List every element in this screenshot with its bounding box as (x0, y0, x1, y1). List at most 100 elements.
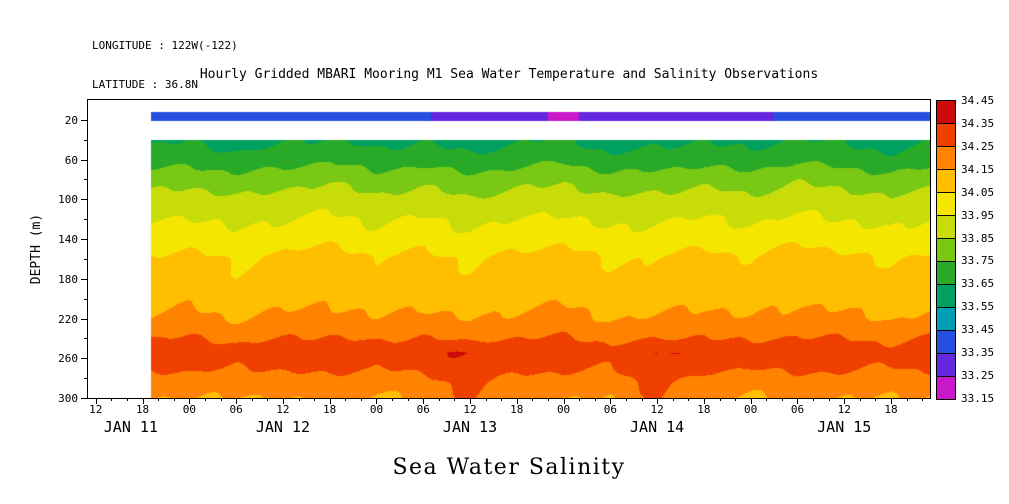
y-minor-tick (84, 179, 87, 181)
x-minor-tick (735, 398, 737, 401)
date-label: JAN 13 (442, 418, 498, 436)
x-minor-tick (813, 398, 815, 401)
header-latitude: LATITUDE : 36.8N (92, 78, 198, 91)
y-minor-tick (84, 139, 87, 141)
salinity-heatmap-canvas (88, 100, 930, 398)
x-minor-tick (251, 398, 253, 401)
x-minor-tick (547, 398, 549, 401)
x-minor-tick (719, 398, 721, 401)
colorbar-band (937, 285, 955, 308)
colorbar-tick-label: 33.25 (961, 369, 995, 383)
colorbar-tick-label: 34.05 (961, 185, 995, 199)
x-minor-tick (672, 398, 674, 401)
chart-title: Hourly Gridded MBARI Mooring M1 Sea Wate… (199, 67, 819, 82)
x-minor-tick (454, 398, 456, 401)
y-minor-tick (84, 219, 87, 221)
x-major-tick (376, 398, 378, 404)
x-tick-label: 12 (276, 403, 290, 416)
colorbar-tick-label: 33.35 (961, 346, 995, 360)
x-major-tick (516, 398, 518, 404)
x-minor-tick (111, 398, 113, 401)
x-tick-label: 18 (135, 403, 150, 416)
x-minor-tick (688, 398, 690, 401)
y-tick-label: 20 (64, 113, 78, 127)
x-minor-tick (360, 398, 362, 401)
x-minor-tick (267, 398, 269, 401)
colorbar-tick-label: 33.85 (961, 231, 995, 245)
x-minor-tick (204, 398, 206, 401)
x-tick-label: 18 (697, 403, 711, 416)
colorbar-band (937, 147, 955, 170)
y-tick-label: 180 (58, 272, 78, 286)
x-tick-label: 06 (416, 403, 430, 416)
y-minor-tick (84, 298, 87, 300)
x-minor-tick (407, 398, 409, 401)
date-label: JAN 14 (630, 418, 685, 436)
y-major-tick (81, 398, 87, 399)
x-minor-tick (158, 398, 160, 401)
footer-label: Sea Water Salinity (392, 455, 626, 480)
x-major-tick (95, 398, 97, 404)
y-tick-label: 220 (58, 312, 78, 326)
plot-frame (87, 99, 931, 399)
x-minor-tick (625, 398, 627, 401)
y-major-tick (81, 119, 87, 121)
x-minor-tick (859, 398, 861, 401)
date-label: JAN 12 (255, 418, 310, 436)
x-major-tick (844, 398, 846, 404)
x-major-tick (610, 398, 612, 404)
x-major-tick (189, 398, 191, 404)
y-tick-label: 300 (58, 392, 78, 405)
y-major-tick (81, 278, 87, 280)
x-minor-tick (641, 398, 643, 401)
colorbar-tick-label: 34.45 (961, 94, 995, 107)
x-minor-tick (485, 398, 487, 401)
x-minor-tick (766, 398, 768, 401)
y-tick-label: 260 (58, 352, 78, 366)
colorbar-band (937, 354, 955, 377)
x-major-tick (657, 398, 659, 404)
x-minor-tick (532, 398, 534, 401)
x-minor-tick (875, 398, 877, 401)
y-major-tick (81, 239, 87, 241)
x-tick-label: 06 (790, 403, 805, 416)
x-minor-tick (781, 398, 783, 401)
y-tick-label: 140 (58, 233, 78, 247)
x-minor-tick (126, 398, 128, 401)
colorbar-band (937, 308, 955, 331)
y-tick-label: 60 (64, 153, 78, 167)
x-major-tick (329, 398, 331, 404)
colorbar-tick-label: 33.45 (961, 323, 995, 337)
x-tick-label: 12 (650, 403, 664, 416)
y-minor-tick (84, 258, 87, 260)
colorbar-band (937, 331, 955, 354)
header-longitude: LONGITUDE : 122W(-122) (92, 39, 238, 52)
x-tick-label: 06 (603, 403, 617, 416)
x-minor-tick (314, 398, 316, 401)
date-label: JAN 15 (817, 418, 872, 436)
x-major-tick (470, 398, 472, 404)
colorbar-band (937, 262, 955, 285)
y-tick-label: 100 (58, 193, 78, 207)
x-minor-tick (501, 398, 503, 401)
colorbar-tick-label: 34.25 (961, 139, 995, 153)
x-major-tick (423, 398, 425, 404)
x-minor-tick (579, 398, 581, 401)
colorbar-tick-label: 33.95 (961, 208, 995, 222)
colorbar-tick-label: 34.35 (961, 116, 995, 130)
colorbar-tick-label: 33.15 (961, 392, 995, 405)
x-tick-label: 06 (229, 403, 243, 416)
x-major-tick (142, 398, 144, 404)
x-tick-label: 00 (744, 403, 758, 416)
x-tick-label: 18 (884, 403, 898, 416)
x-major-tick (797, 398, 799, 404)
x-minor-tick (298, 398, 300, 401)
x-tick-label: 00 (556, 403, 571, 416)
x-major-tick (236, 398, 238, 404)
colorbar-tick-label: 33.65 (961, 277, 995, 291)
x-major-tick (750, 398, 752, 404)
y-major-tick (81, 318, 87, 320)
y-minor-tick (84, 338, 87, 340)
colorbar-tick-label: 34.15 (961, 162, 995, 176)
y-major-tick (81, 159, 87, 161)
